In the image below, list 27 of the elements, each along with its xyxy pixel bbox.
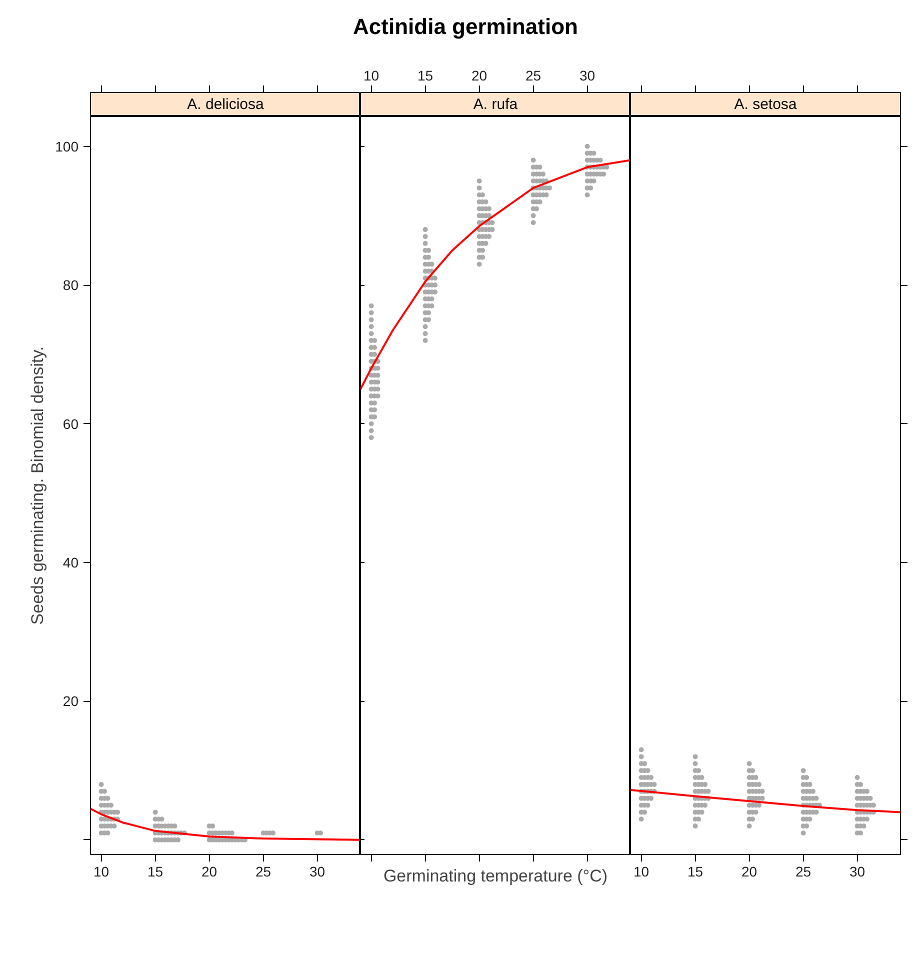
y-tick-label: 60 bbox=[62, 416, 79, 432]
y-tick-label: 80 bbox=[62, 277, 79, 294]
x-axis-title: Germinating temperature (°C) bbox=[383, 866, 608, 886]
x-tick-label: 20 bbox=[472, 68, 488, 84]
y-tick-label: 100 bbox=[55, 138, 79, 154]
x-tick-label: 30 bbox=[850, 864, 866, 880]
x-tick-label: 10 bbox=[364, 68, 380, 84]
x-tick-label: 30 bbox=[580, 68, 596, 84]
chart-title: A. deliciosa bbox=[187, 96, 265, 113]
chart-title: A. rufa bbox=[473, 96, 518, 113]
x-tick-label: 30 bbox=[310, 864, 326, 880]
x-tick-label: 10 bbox=[634, 864, 650, 880]
x-tick-label: 20 bbox=[742, 864, 758, 880]
x-tick-label: 25 bbox=[796, 864, 812, 880]
line-series bbox=[90, 808, 360, 841]
x-tick-label: 25 bbox=[256, 864, 272, 880]
y-tick-label: 20 bbox=[62, 693, 79, 710]
text: Actinidia germination bbox=[353, 13, 578, 41]
x-tick-label: 20 bbox=[202, 864, 218, 880]
y-tick-label: 40 bbox=[62, 554, 79, 570]
x-tick-label: 10 bbox=[94, 864, 110, 880]
x-tick-label: 15 bbox=[688, 864, 704, 880]
chart-title: A. setosa bbox=[734, 96, 798, 113]
x-tick-label: 15 bbox=[418, 68, 434, 84]
y-axis-title: Seeds germinating. Binomial density. bbox=[28, 346, 48, 625]
x-tick-label: 25 bbox=[526, 68, 542, 84]
x-tick-label: 15 bbox=[148, 864, 164, 880]
